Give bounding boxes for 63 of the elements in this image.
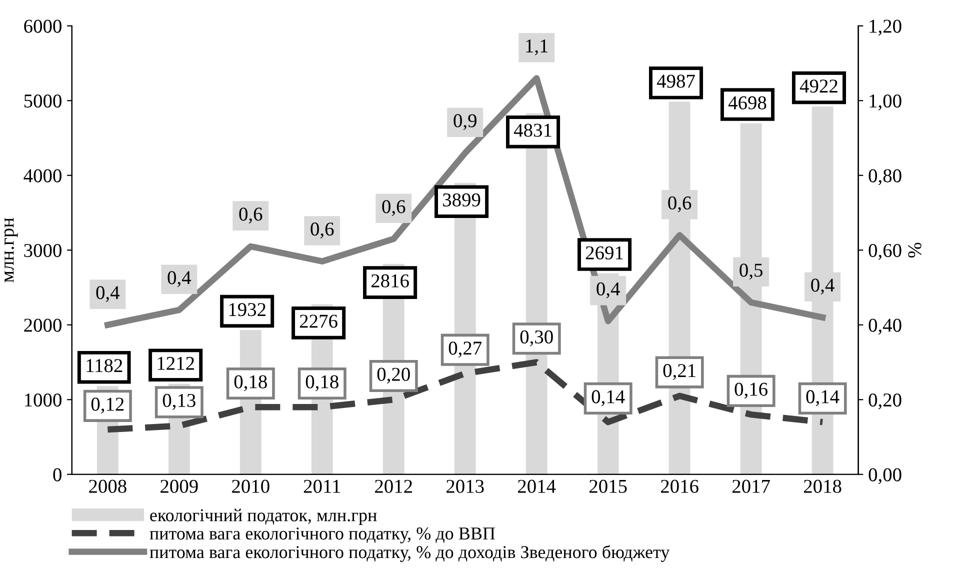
y2-tick-label: 0,40	[868, 318, 902, 335]
x-tick-label: 2009	[160, 480, 198, 493]
data-label: 1,1	[526, 39, 548, 56]
data-label: 2816	[371, 274, 409, 288]
data-label: 1182	[86, 359, 122, 372]
y-axis-title: млн.грн	[4, 218, 18, 282]
data-label: 0,12	[91, 398, 124, 414]
data-label: 2691	[586, 246, 623, 260]
data-label: 4987	[656, 74, 695, 88]
data-label: 0,6	[668, 196, 692, 212]
data-label: 0,14	[592, 390, 625, 406]
x-tick-label: 2012	[375, 480, 412, 493]
x-tick-label: 2014	[518, 480, 556, 493]
data-label: 0,9	[454, 114, 476, 130]
y-tick-label: 0	[53, 468, 62, 482]
data-label: 4698	[728, 96, 766, 110]
data-label: 1932	[229, 303, 266, 316]
y2-tick-label: 0,60	[868, 244, 902, 260]
data-label: 0,30	[520, 330, 553, 346]
data-label: 3899	[443, 193, 480, 206]
data-label: 0,27	[448, 342, 482, 358]
y-tick-label: 6000	[24, 20, 62, 33]
legend-label: питома вага екологічного податку, % до доходів Зведеного бюджету	[150, 545, 670, 562]
y2-tick-label: 1,20	[870, 20, 902, 36]
x-tick-label: 2016	[660, 480, 698, 493]
legend-label: питома вага екологічного податку, % до ВВП	[150, 527, 495, 544]
data-label: 0,21	[663, 364, 696, 380]
y-tick-label: 4000	[24, 169, 62, 182]
y-tick-label: 5000	[24, 94, 62, 108]
y-tick-label: 1000	[25, 393, 62, 407]
x-tick-label: 2008	[89, 480, 126, 493]
legend-label: екологічний податок, млн.грн	[150, 508, 377, 525]
y-tick-label: 2000	[24, 318, 62, 332]
data-label: 0,16	[734, 382, 768, 399]
y2-tick-label: 1,00	[870, 94, 902, 110]
y-tick-label: 3000	[24, 244, 62, 258]
data-label: 0,13	[162, 394, 196, 410]
data-label: 0,4	[168, 271, 192, 288]
data-label: 0,6	[382, 200, 406, 216]
data-label: 0,5	[740, 264, 762, 280]
data-label: 0,14	[806, 390, 840, 406]
y2-tick-label: 0,80	[868, 169, 902, 186]
x-tick-label: 2018	[804, 480, 842, 493]
data-label: 1212	[158, 356, 194, 370]
data-label: 0,4	[596, 282, 620, 298]
data-label: 2276	[300, 314, 338, 328]
y2-tick-label: 0,00	[868, 468, 902, 484]
x-tick-label: 2010	[232, 480, 270, 493]
data-label: 0,4	[96, 286, 120, 302]
x-tick-label: 2017	[732, 480, 770, 493]
y2-axis-title: %	[908, 242, 922, 258]
data-label: 4831	[514, 124, 552, 137]
data-label: 0,20	[377, 368, 410, 384]
x-tick-label: 2013	[446, 480, 484, 493]
data-label: 0,6	[239, 208, 262, 224]
data-label: 0,18	[306, 375, 338, 392]
x-tick-label: 2011	[304, 480, 340, 493]
x-tick-label: 2015	[590, 480, 627, 493]
data-label: 4922	[800, 80, 838, 93]
data-label: 0,18	[234, 375, 267, 392]
data-label: 0,6	[310, 222, 334, 238]
data-label: 0,4	[811, 278, 834, 295]
y2-tick-label: 0,20	[868, 393, 902, 410]
